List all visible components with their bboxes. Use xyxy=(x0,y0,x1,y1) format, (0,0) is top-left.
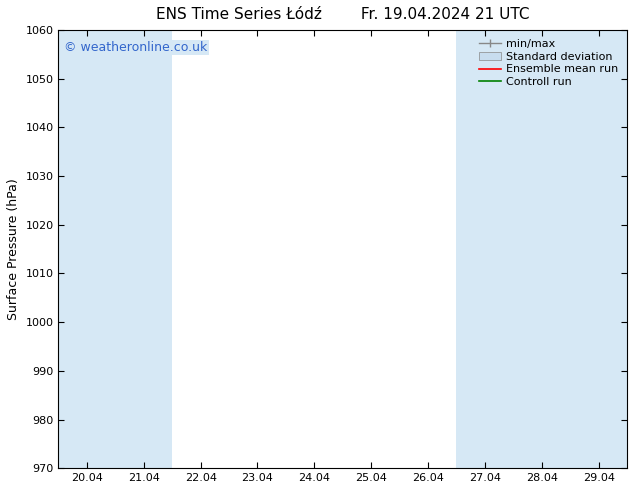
Bar xyxy=(570,30,627,468)
Bar xyxy=(456,30,570,468)
Legend: min/max, Standard deviation, Ensemble mean run, Controll run: min/max, Standard deviation, Ensemble me… xyxy=(476,36,621,91)
Y-axis label: Surface Pressure (hPa): Surface Pressure (hPa) xyxy=(7,178,20,320)
Text: © weatheronline.co.uk: © weatheronline.co.uk xyxy=(64,41,207,54)
Bar xyxy=(58,30,172,468)
Title: ENS Time Series Łódź        Fr. 19.04.2024 21 UTC: ENS Time Series Łódź Fr. 19.04.2024 21 U… xyxy=(156,7,529,22)
